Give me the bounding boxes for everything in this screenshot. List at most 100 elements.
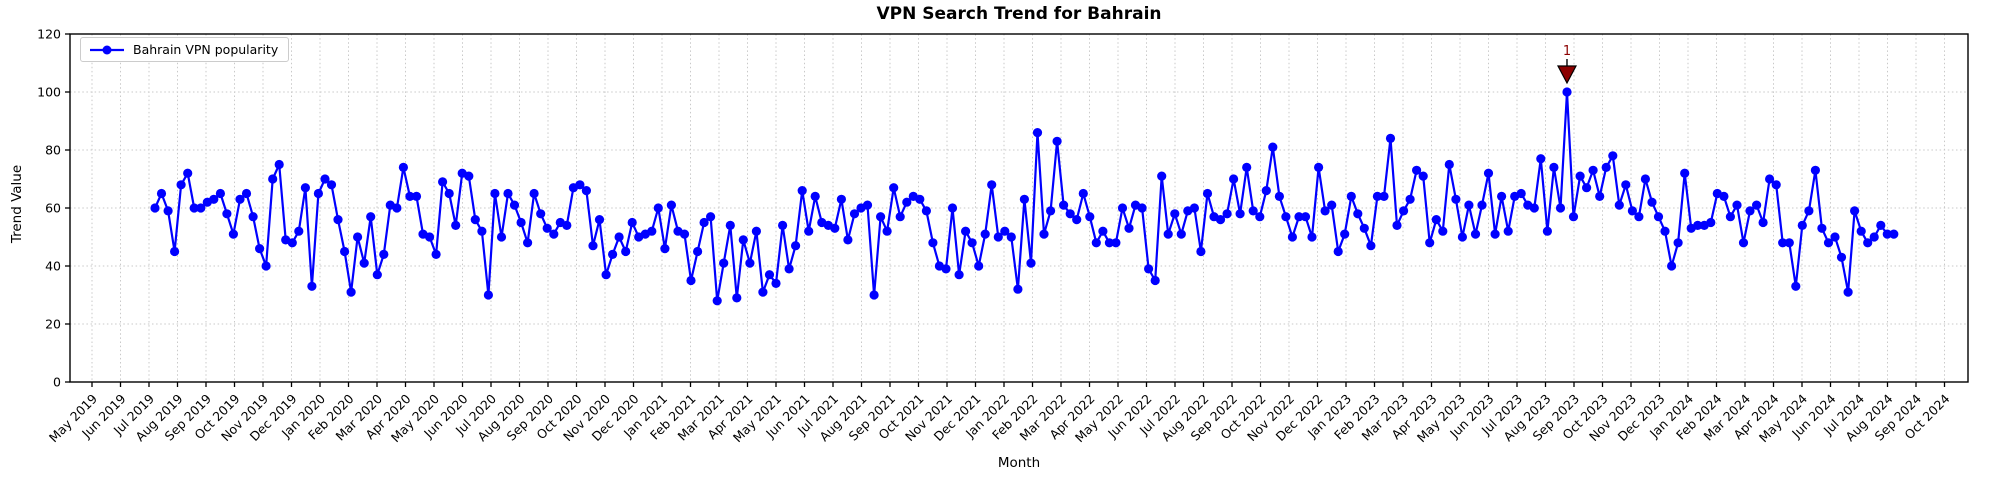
data-point bbox=[1673, 238, 1683, 248]
data-point bbox=[1418, 171, 1428, 181]
data-point bbox=[621, 246, 631, 257]
data-point bbox=[529, 188, 539, 199]
data-point bbox=[1405, 194, 1415, 204]
data-point bbox=[980, 229, 990, 239]
data-point bbox=[150, 203, 160, 213]
data-point bbox=[1229, 174, 1239, 184]
data-point bbox=[1882, 229, 1892, 239]
data-point bbox=[431, 249, 441, 259]
data-point bbox=[1013, 284, 1023, 294]
data-point bbox=[1144, 264, 1154, 274]
data-point bbox=[660, 244, 670, 254]
data-point bbox=[1640, 174, 1650, 184]
legend-label: Bahrain VPN popularity bbox=[133, 42, 279, 57]
data-point bbox=[719, 258, 729, 268]
data-point bbox=[470, 215, 480, 225]
data-point bbox=[1385, 133, 1396, 143]
data-point bbox=[1836, 252, 1847, 262]
data-point bbox=[1876, 220, 1886, 230]
data-point bbox=[1117, 203, 1128, 213]
data-point bbox=[1889, 229, 1899, 239]
data-point bbox=[1333, 246, 1343, 257]
data-point bbox=[1804, 206, 1814, 216]
data-point bbox=[1255, 212, 1265, 222]
data-point bbox=[1588, 165, 1598, 175]
data-point bbox=[1202, 188, 1213, 199]
data-point bbox=[1000, 226, 1010, 236]
y-tick-label: 0 bbox=[53, 375, 61, 390]
data-point bbox=[1582, 183, 1592, 193]
data-point bbox=[1706, 217, 1716, 228]
data-point bbox=[941, 264, 951, 274]
data-point bbox=[764, 270, 775, 280]
data-point bbox=[1680, 168, 1690, 178]
data-point bbox=[483, 290, 493, 300]
data-point bbox=[1104, 238, 1114, 248]
data-point bbox=[1653, 212, 1664, 222]
data-point bbox=[732, 293, 742, 303]
data-point bbox=[1287, 232, 1297, 242]
data-point bbox=[712, 296, 722, 306]
data-point bbox=[1150, 275, 1160, 286]
data-point bbox=[902, 197, 912, 207]
data-point bbox=[1052, 136, 1062, 146]
data-point bbox=[1797, 220, 1807, 230]
data-point bbox=[1242, 162, 1252, 172]
data-point bbox=[451, 220, 461, 230]
data-point bbox=[333, 215, 343, 225]
data-point bbox=[1189, 203, 1199, 213]
data-point bbox=[215, 188, 225, 199]
y-tick-label: 20 bbox=[45, 317, 61, 332]
data-point bbox=[1856, 226, 1866, 236]
data-point bbox=[1353, 209, 1363, 219]
data-point bbox=[163, 206, 173, 216]
data-point bbox=[588, 241, 598, 251]
data-point bbox=[1065, 209, 1075, 219]
data-point bbox=[1542, 226, 1552, 236]
data-point bbox=[353, 232, 363, 242]
data-point bbox=[1111, 238, 1121, 248]
data-point bbox=[261, 261, 271, 271]
y-axis-label: Trend Value bbox=[9, 164, 25, 244]
data-point bbox=[1366, 241, 1376, 251]
data-point bbox=[627, 217, 637, 228]
x-axis-label: Month bbox=[997, 455, 1041, 471]
data-point bbox=[1778, 238, 1788, 248]
y-tick-label: 120 bbox=[37, 27, 61, 42]
data-point bbox=[411, 191, 422, 201]
data-point bbox=[1451, 194, 1461, 204]
data-point bbox=[1784, 238, 1794, 248]
data-point bbox=[444, 188, 454, 199]
data-point bbox=[1019, 194, 1029, 204]
data-point bbox=[326, 180, 337, 190]
data-point bbox=[791, 241, 801, 251]
data-point bbox=[608, 249, 618, 259]
data-point bbox=[699, 217, 709, 228]
data-point bbox=[1346, 191, 1356, 201]
data-point bbox=[366, 212, 376, 222]
data-point bbox=[784, 264, 794, 274]
data-point bbox=[1124, 223, 1134, 233]
data-point bbox=[778, 220, 788, 230]
data-point bbox=[1425, 238, 1435, 248]
chart-title: VPN Search Trend for Bahrain bbox=[876, 4, 1162, 24]
data-point bbox=[928, 238, 938, 248]
data-point bbox=[536, 209, 546, 219]
data-point bbox=[1274, 191, 1284, 201]
data-point bbox=[1215, 215, 1226, 225]
data-point bbox=[1719, 191, 1729, 201]
data-point bbox=[490, 188, 500, 199]
data-point bbox=[1464, 200, 1474, 210]
data-point bbox=[843, 235, 853, 245]
data-point bbox=[1823, 238, 1834, 248]
data-point bbox=[895, 212, 905, 222]
data-point bbox=[1497, 191, 1507, 201]
data-point bbox=[1850, 206, 1860, 216]
data-point bbox=[961, 226, 971, 236]
data-point bbox=[1738, 238, 1749, 248]
data-point bbox=[1392, 220, 1402, 230]
data-point bbox=[1516, 188, 1526, 199]
data-point bbox=[1098, 226, 1108, 236]
data-point bbox=[1725, 212, 1735, 222]
y-tick-label: 60 bbox=[45, 201, 61, 216]
